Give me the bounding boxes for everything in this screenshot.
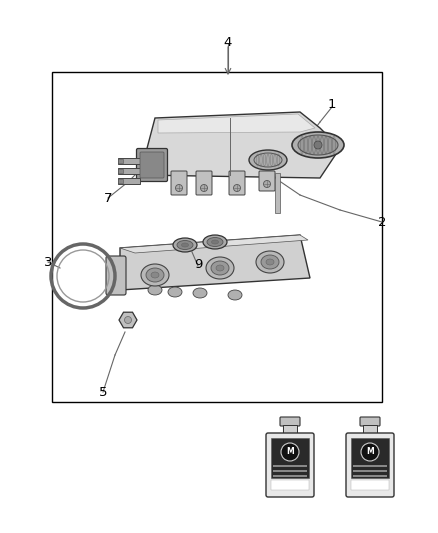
Ellipse shape: [261, 255, 279, 269]
Bar: [271, 438, 309, 478]
Circle shape: [361, 443, 379, 461]
Ellipse shape: [201, 184, 208, 191]
Polygon shape: [120, 235, 308, 253]
Ellipse shape: [168, 287, 182, 297]
Text: 5: 5: [99, 385, 107, 399]
Text: 1: 1: [328, 99, 336, 111]
Bar: [52, 72, 382, 402]
Ellipse shape: [124, 317, 131, 324]
Text: M: M: [286, 448, 294, 456]
Text: 7: 7: [104, 191, 112, 205]
Bar: [273, 465, 307, 466]
Ellipse shape: [151, 272, 159, 278]
Text: MOPAR: MOPAR: [199, 156, 221, 160]
Text: 2: 2: [378, 215, 386, 229]
Ellipse shape: [173, 238, 197, 252]
Ellipse shape: [216, 265, 224, 271]
Bar: [118, 169, 123, 173]
Bar: [118, 179, 123, 183]
Ellipse shape: [254, 153, 282, 167]
Bar: [118, 159, 123, 163]
FancyBboxPatch shape: [229, 171, 245, 195]
Text: 8: 8: [361, 440, 369, 453]
Text: M: M: [366, 448, 374, 456]
Circle shape: [281, 443, 299, 461]
Ellipse shape: [177, 240, 193, 249]
Bar: [118, 168, 140, 174]
FancyBboxPatch shape: [266, 433, 314, 497]
Polygon shape: [158, 114, 315, 133]
Ellipse shape: [298, 135, 338, 155]
FancyBboxPatch shape: [346, 433, 394, 497]
Ellipse shape: [292, 132, 344, 158]
Bar: [353, 475, 387, 477]
Ellipse shape: [228, 290, 242, 300]
Bar: [283, 425, 297, 437]
Bar: [353, 470, 387, 472]
Ellipse shape: [207, 238, 223, 246]
Ellipse shape: [141, 264, 169, 286]
Text: 8: 8: [279, 440, 287, 453]
Ellipse shape: [203, 235, 227, 249]
Ellipse shape: [206, 257, 234, 279]
Bar: [353, 465, 387, 466]
Bar: [351, 480, 389, 490]
FancyBboxPatch shape: [137, 149, 167, 182]
Text: 3: 3: [44, 255, 52, 269]
Ellipse shape: [264, 181, 271, 188]
Ellipse shape: [233, 184, 240, 191]
Bar: [118, 178, 140, 184]
Polygon shape: [140, 112, 340, 178]
FancyBboxPatch shape: [280, 417, 300, 426]
Ellipse shape: [181, 243, 188, 247]
Ellipse shape: [148, 285, 162, 295]
FancyBboxPatch shape: [106, 256, 126, 295]
Bar: [273, 470, 307, 472]
Ellipse shape: [212, 240, 219, 244]
Text: 4: 4: [224, 36, 232, 49]
FancyBboxPatch shape: [171, 171, 187, 195]
Ellipse shape: [266, 259, 274, 265]
Ellipse shape: [211, 261, 229, 275]
FancyBboxPatch shape: [196, 171, 212, 195]
FancyBboxPatch shape: [259, 171, 275, 191]
Polygon shape: [120, 235, 310, 290]
Bar: [118, 158, 140, 164]
Ellipse shape: [314, 141, 322, 149]
Text: 9: 9: [194, 257, 202, 271]
Bar: [273, 475, 307, 477]
Bar: [351, 438, 389, 478]
Ellipse shape: [256, 251, 284, 273]
Ellipse shape: [249, 150, 287, 170]
FancyBboxPatch shape: [360, 417, 380, 426]
Bar: [271, 480, 309, 490]
Bar: [275, 173, 280, 213]
Ellipse shape: [193, 288, 207, 298]
Bar: [363, 425, 377, 437]
Ellipse shape: [146, 268, 164, 282]
Ellipse shape: [176, 184, 183, 191]
FancyBboxPatch shape: [140, 152, 164, 178]
